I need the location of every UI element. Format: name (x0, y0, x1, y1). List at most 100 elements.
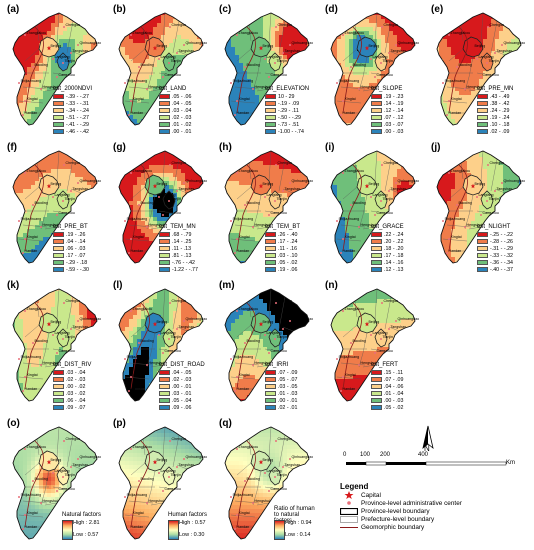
class-swatch (159, 94, 170, 99)
class-legend-row: .22 - .24 (371, 231, 403, 238)
class-range-label: -1.22 - -.77 (172, 266, 198, 273)
city-label: Baoding (141, 63, 154, 67)
city-label: Beijing (263, 44, 274, 48)
legend-item-geomorphic-boundary: Geomorphic boundary (340, 523, 530, 531)
city-dot-icon (336, 358, 338, 360)
class-range-label: .05 - .04 (172, 397, 192, 404)
city-dot-icon (244, 204, 246, 206)
class-swatch (265, 129, 276, 134)
city-dot-icon (138, 204, 140, 206)
class-range-label: -.41 - -.29 (66, 121, 89, 128)
class-legend-row: .19 - .06 (265, 266, 297, 273)
class-legend-row: .00 - .03 (371, 397, 403, 404)
city-label: Tianjin (65, 197, 75, 201)
city-dot-icon (442, 82, 444, 84)
city-dot-icon (24, 238, 26, 240)
class-swatch (265, 405, 276, 410)
city-dot-icon (158, 334, 160, 336)
city-label: Xingtai (133, 373, 144, 377)
panel-label: (q) (219, 418, 232, 429)
class-range-label: .14 - .19 (384, 100, 404, 107)
city-dot-icon (162, 490, 164, 492)
class-range-label: .10 - .18 (490, 121, 510, 128)
map-panel: Chengde Zhangjiakou Qinhuangdao Tangshan Bei… (429, 141, 529, 273)
class-swatch (53, 405, 64, 410)
class-swatch (371, 94, 382, 99)
city-label: Zhangjiakou (345, 169, 365, 173)
city-label: Baoding (35, 201, 48, 205)
class-swatch (371, 384, 382, 389)
class-range-label: .05 - .02 (384, 404, 404, 411)
province-outline (436, 12, 522, 126)
city-label: Tangshan (497, 49, 513, 53)
legend-variable-title: est_LAND (159, 86, 187, 92)
class-range-label: .12 - .13 (384, 266, 404, 273)
legend-variable-title: est_IRRI (265, 362, 289, 368)
city-label: Beijing (157, 44, 168, 48)
city-label: Baoding (141, 477, 154, 481)
city-dot-icon (370, 196, 372, 198)
city-dot-icon (130, 34, 132, 36)
legend-title: Legend (340, 482, 369, 491)
class-legend-row: -.76 - -.42 (159, 259, 198, 266)
city-label: Hengshui (149, 223, 164, 227)
city-label: Chengde (490, 23, 505, 27)
city-dot-icon (63, 302, 65, 304)
class-legend-row: .07 - .09 (265, 369, 297, 376)
class-legend-row: .14 - .16 (371, 259, 403, 266)
city-dot-icon (350, 66, 352, 68)
city-dot-icon (275, 302, 277, 304)
city-label: Chengde (172, 437, 187, 441)
gradient-low-label: Low : 0.57 (73, 532, 99, 538)
city-label: Chengde (278, 161, 293, 165)
city-dot-icon (236, 310, 238, 312)
city-dot-icon (282, 52, 284, 54)
province-outline (330, 288, 416, 402)
city-label: Tianjin (65, 335, 75, 339)
city-label: Xingtai (345, 235, 356, 239)
class-range-label: .07 - .09 (278, 369, 298, 376)
class-legend: .19 - .26.04 - .14.06 - .03.17 - .07 -.29… (53, 231, 89, 273)
class-range-label: .19 - .26 (66, 231, 86, 238)
city-label: Tangshan (391, 49, 407, 53)
class-legend-row: -.36 - -.34 (477, 259, 513, 266)
class-legend-row: -.31 - -.29 (477, 245, 513, 252)
city-label: Qinhuangdao (292, 41, 314, 45)
panel-label: (n) (325, 280, 338, 291)
city-dot-icon (70, 466, 72, 468)
class-range-label: .03 - .10 (278, 252, 298, 259)
city-dot-icon (268, 490, 270, 492)
city-label: Qinhuangdao (398, 317, 420, 321)
class-swatch (265, 94, 276, 99)
city-label: Zhangjiakou (27, 31, 47, 35)
class-range-label: .11 - .13 (172, 245, 192, 252)
class-range-label: -.31 - -.29 (490, 245, 513, 252)
city-dot-icon (476, 58, 478, 60)
class-swatch (371, 405, 382, 410)
city-label: Shijiazhuang (21, 79, 42, 83)
class-legend-row: .11 - .16 (265, 245, 297, 252)
class-swatch (265, 370, 276, 375)
class-legend-row: .24 - .29 (477, 107, 509, 114)
city-label: Xingtai (27, 97, 38, 101)
class-range-label: .38 - .42 (490, 100, 510, 107)
city-dot-icon (274, 62, 276, 64)
capital-star-icon (46, 183, 52, 189)
class-range-label: .43 - .49 (490, 93, 510, 100)
city-label: Langfang (373, 331, 388, 335)
class-range-label: .04 - .05 (172, 369, 192, 376)
north-label: N (424, 444, 430, 453)
panel-label: (i) (325, 142, 335, 153)
city-dot-icon (56, 76, 58, 78)
class-range-label: .00 - .02 (66, 383, 86, 390)
legend-item-capital: Capital (340, 491, 530, 499)
city-dot-icon (350, 204, 352, 206)
class-legend-row: .12 - .14 (371, 107, 403, 114)
city-label: Hengshui (255, 223, 270, 227)
city-label: Handan (343, 249, 356, 253)
city-dot-icon (380, 62, 382, 64)
city-label: Shijiazhuang (21, 493, 42, 497)
class-legend: .22 - .24.20 - .22.18 - .20.17 - .18.14 … (371, 231, 403, 273)
city-label: Xingtai (133, 235, 144, 239)
class-legend-row: -.34 - -.24 (53, 107, 89, 114)
